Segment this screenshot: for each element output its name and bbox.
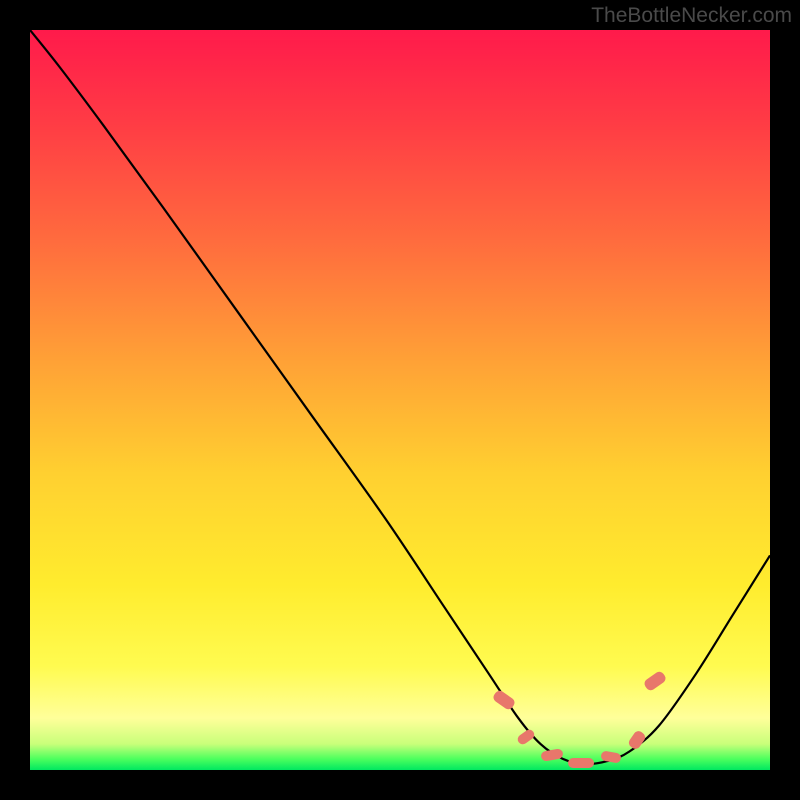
chart-area <box>30 30 770 770</box>
watermark-text: TheBottleNecker.com <box>591 4 792 28</box>
bottleneck-curve <box>30 30 770 770</box>
curve-marker <box>568 758 594 768</box>
